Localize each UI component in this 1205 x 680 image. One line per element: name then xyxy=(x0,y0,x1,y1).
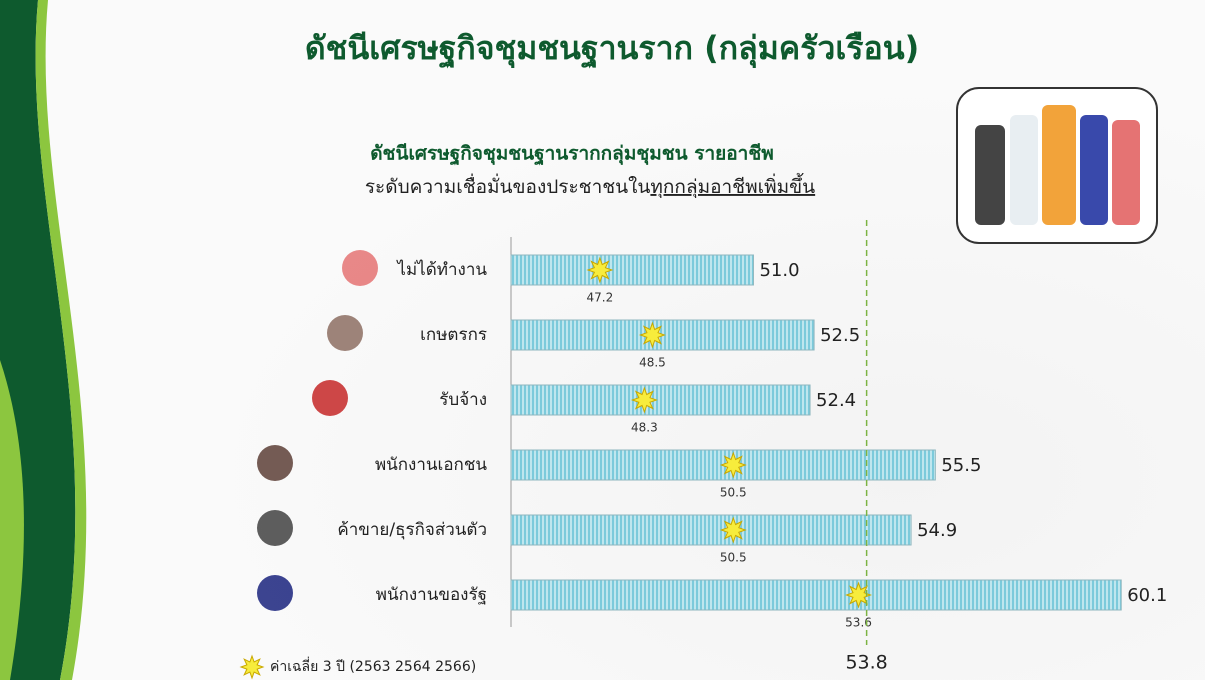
category-label: ค้าขาย/ธุรกิจส่วนตัว xyxy=(337,520,487,540)
category-icon xyxy=(257,445,293,481)
average-star xyxy=(845,581,872,609)
legend-star xyxy=(239,654,265,680)
subtitle-2-part: ระดับความเชื่อมั่นของประชาชนใน xyxy=(365,173,651,198)
bar-value-label: 52.4 xyxy=(816,390,856,411)
average-star xyxy=(719,451,747,479)
category-label: ไม่ได้ทำงาน xyxy=(395,259,487,280)
category-label: รับจ้าง xyxy=(439,390,487,410)
bar-value-label: 54.9 xyxy=(917,520,957,541)
subtitle-2-underlined: ทุกกลุ่มอาชีพเพิ่มขึ้น xyxy=(650,173,815,199)
bar xyxy=(510,254,754,286)
reference-label: 53.8 xyxy=(845,652,887,674)
decor-curve xyxy=(0,360,24,680)
average-star xyxy=(638,321,666,349)
category-icon xyxy=(257,510,293,546)
category-label: เกษตรกร xyxy=(420,325,487,345)
average-star xyxy=(719,516,747,544)
category-icon xyxy=(342,250,378,286)
average-label: 48.3 xyxy=(631,421,658,435)
category-icon xyxy=(327,315,363,351)
average-label: 50.5 xyxy=(720,551,747,565)
subtitle-2: ระดับความเชื่อมั่นของประชาชนในทุกกลุ่มอา… xyxy=(365,173,815,199)
subtitle: ดัชนีเศรษฐกิจชุมชนฐานรากกลุ่มชุมชน รายอา… xyxy=(370,143,774,167)
average-star xyxy=(630,386,658,414)
average-star xyxy=(586,256,614,284)
bar-value-label: 52.5 xyxy=(820,325,860,346)
bar-value-label: 51.0 xyxy=(759,260,799,281)
category-icon xyxy=(312,380,348,416)
people-illustration xyxy=(975,105,1140,225)
bar xyxy=(510,384,811,416)
bar-value-label: 60.1 xyxy=(1127,585,1167,606)
bar-value-label: 55.5 xyxy=(941,455,981,476)
average-label: 53.6 xyxy=(845,616,872,630)
average-label: 50.5 xyxy=(720,486,747,500)
category-label: พนักงานเอกชน xyxy=(375,455,487,475)
average-label: 47.2 xyxy=(587,291,614,305)
decor-curve xyxy=(35,0,87,680)
average-label: 48.5 xyxy=(639,356,666,370)
legend-label: ค่าเฉลี่ย 3 ปี (2563 2564 2566) xyxy=(270,657,476,675)
bar xyxy=(510,514,912,546)
bar xyxy=(510,579,1122,611)
category-label: พนักงานของรัฐ xyxy=(376,585,487,605)
category-icon xyxy=(257,575,293,611)
title: ดัชนีเศรษฐกิจชุมชนฐานราก (กลุ่มครัวเรือน… xyxy=(305,29,919,69)
